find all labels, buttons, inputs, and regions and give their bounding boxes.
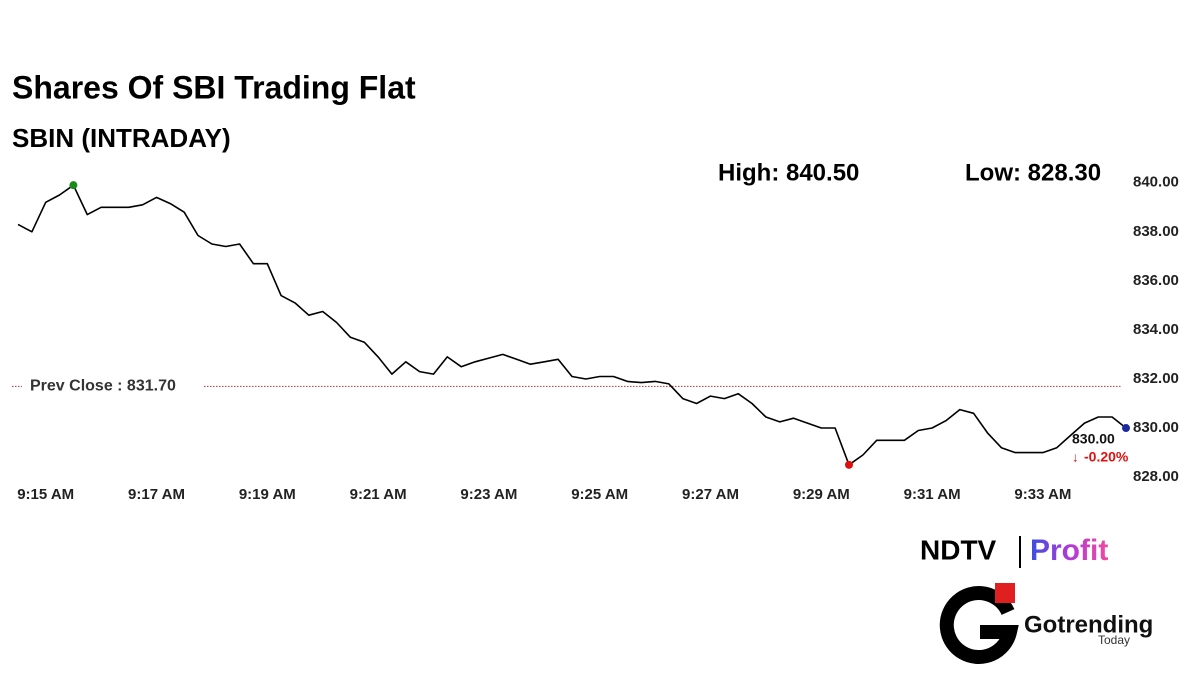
prev-close-label: Prev Close : 831.70 [30, 378, 176, 395]
y-tick-label: 836.00 [1133, 272, 1179, 289]
x-tick-label: 9:19 AM [239, 486, 296, 503]
prev-close-label-bg [22, 375, 204, 398]
g-logo [939, 583, 1019, 664]
x-tick-label: 9:31 AM [904, 486, 961, 503]
y-tick-label: 840.00 [1133, 174, 1179, 191]
x-tick-label: 9:15 AM [17, 486, 74, 503]
high-dot [69, 181, 78, 190]
x-tick-label: 9:23 AM [460, 486, 517, 503]
last-dot [1122, 424, 1130, 433]
low-label: Low: 828.30 [965, 159, 1101, 186]
g-accent [995, 583, 1015, 603]
ndtv-logo: NDTV [920, 534, 997, 565]
y-tick-label: 832.00 [1133, 370, 1179, 387]
brand-tagline: Today [1098, 633, 1130, 647]
x-tick-label: 9:33 AM [1014, 486, 1071, 503]
y-tick-label: 830.00 [1133, 419, 1179, 436]
x-tick-label: 9:21 AM [350, 486, 407, 503]
x-tick-label: 9:27 AM [682, 486, 739, 503]
chart-title: Shares Of SBI Trading Flat [12, 69, 416, 105]
brand-name: Gotrending [1024, 611, 1153, 638]
x-tick-label: 9:29 AM [793, 486, 850, 503]
price-line [17, 184, 1127, 466]
low-dot [845, 460, 853, 469]
g-mark [939, 586, 1019, 664]
x-tick-label: 9:25 AM [571, 486, 628, 503]
change-arrow: ↓ [1072, 449, 1079, 464]
profit-logo: Profit [1030, 534, 1108, 567]
x-tick-label: 9:17 AM [128, 486, 185, 503]
high-label: High: 840.50 [718, 159, 859, 186]
last-price-label: 830.00 [1072, 431, 1115, 447]
y-tick-label: 834.00 [1133, 321, 1179, 338]
y-tick-label: 838.00 [1133, 223, 1179, 240]
chart-subtitle: SBIN (INTRADAY) [12, 123, 231, 153]
change-label: -0.20% [1084, 449, 1129, 465]
y-tick-label: 828.00 [1133, 468, 1179, 485]
